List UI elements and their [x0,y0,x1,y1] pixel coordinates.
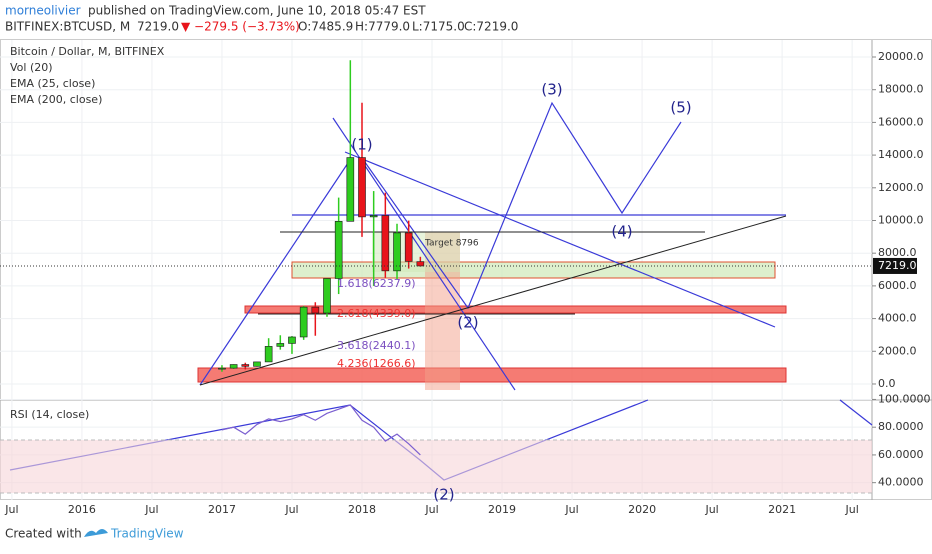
annotation: (1) [351,136,372,154]
x-tick-label: Jul [704,503,718,516]
candle-body [253,361,261,367]
x-tick-label: 2018 [348,503,376,516]
candle-body [358,157,366,218]
y-tick-label: 2000.0 [878,344,917,357]
change: ▼ −279.5 (−3.73%) [181,20,300,34]
candle-body [369,215,378,218]
last-price: 7219.0 [137,20,179,34]
x-tick-label: Jul [564,503,578,516]
x-tick-label: Jul [144,503,158,516]
candle-body [323,278,331,314]
y-tick-label: 0.0 [878,377,896,390]
x-tick-label: 2019 [488,503,516,516]
x-tick-label: 2017 [208,503,236,516]
candle-body [334,221,343,279]
candle-body [218,367,226,370]
candle-body [346,157,355,222]
candle-body [393,232,401,272]
candle-body [416,261,425,267]
annotation: 2.618(4339.0) [337,307,416,320]
candle-body [229,364,238,369]
candle-body [299,306,308,338]
rsi-tick-label: 80.0000 [878,420,924,433]
indicator: Vol (20) [10,61,53,74]
indicator: EMA (25, close) [10,77,95,90]
rsi-tick-label: 100.0000 [878,392,931,405]
annotation: (5) [670,99,691,117]
chart-title: Bitcoin / Dollar, M, BITFINEX [10,45,165,58]
y-tick-label: 12000.0 [878,181,924,194]
rsi-band [0,440,872,493]
rsi-tick-label: 60.0000 [878,448,924,461]
open: O:7485.9 [298,20,353,34]
footer-created: Created with [5,527,82,541]
annotation: (3) [541,81,562,99]
annotation: 1.618(6237.9) [337,277,416,290]
candle-body [404,232,413,262]
rsi-line [221,404,421,456]
last-price-label: 7219.0 [878,259,917,272]
support-zone [291,261,776,279]
x-tick-label: Jul [284,503,298,516]
annotation: 4.236(1266.6) [337,357,416,370]
y-tick-label: 16000.0 [878,115,924,128]
trendline [344,151,776,328]
rsi-annotation: (2) [433,486,454,504]
support-zone-low [197,367,787,383]
x-tick-label: 2016 [68,503,96,516]
x-tick-label: 2020 [628,503,656,516]
candle-body [381,215,390,272]
indicator: EMA (200, close) [10,93,102,106]
author[interactable]: morneolivier [5,4,81,18]
resistance-zone [244,305,787,314]
trendline [199,159,351,386]
low: L:7175.0 [412,20,465,34]
logo[interactable] [84,529,108,537]
candle-body [241,364,250,367]
annotation: 3.618(2440.1) [337,339,416,352]
x-tick-label: 2021 [768,503,796,516]
y-tick-label: 20000.0 [878,50,924,63]
y-tick-label: 6000.0 [878,279,917,292]
annotation: (4) [611,223,632,241]
y-tick-label: 4000.0 [878,312,917,325]
high: H:7779.0 [355,20,410,34]
close: C:7219.0 [464,20,518,34]
last-price-box [873,257,917,274]
rsi-tick-label: 40.0000 [878,476,924,489]
y-tick-label: 8000.0 [878,246,917,259]
symbol: BITFINEX:BTCUSD, M [5,20,130,34]
x-tick-label: Jul [424,503,438,516]
annotation: Target 8796 [424,239,479,249]
candle-body [288,336,296,344]
y-tick-label: 18000.0 [878,83,924,96]
published: published on TradingView.com, June 10, 2… [88,4,426,18]
annotation: (2) [457,314,478,332]
candle-body [311,306,320,314]
rsi-wave-tail [839,399,873,426]
footer-brand[interactable]: TradingView [110,527,184,541]
trendline-black [199,215,787,386]
y-tick-label: 14000.0 [878,148,924,161]
wave-path [361,101,682,310]
rsi-title: RSI (14, close) [10,408,89,421]
candle-body [276,343,285,347]
y-tick-label: 10000.0 [878,213,924,226]
candle-body [264,346,273,363]
x-tick-label: Jul [844,503,858,516]
x-tick-label: Jul [4,503,18,516]
